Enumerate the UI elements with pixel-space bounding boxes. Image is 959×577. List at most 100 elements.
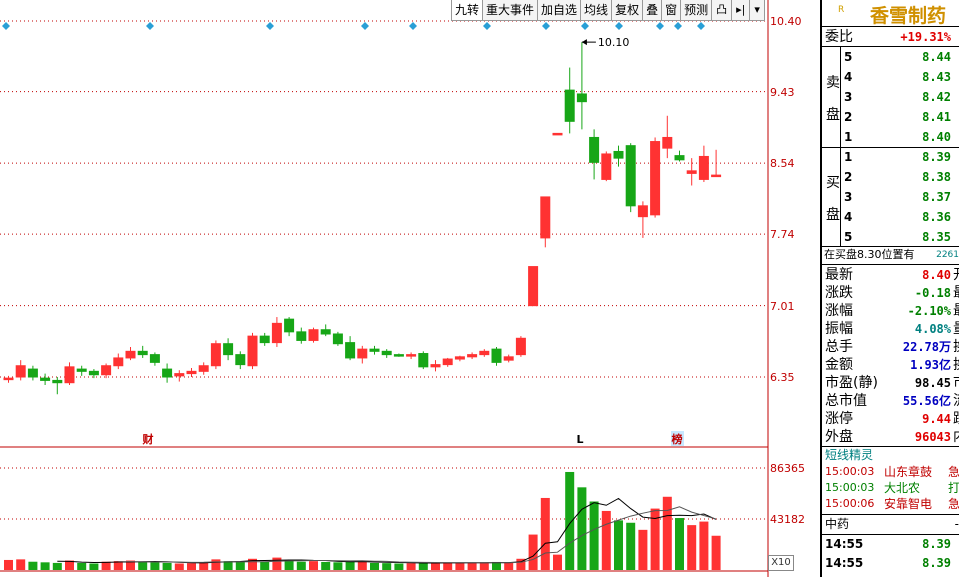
candle-body — [601, 153, 612, 180]
toolbar-overlay-button[interactable]: 叠 — [643, 0, 663, 20]
toolbar-add-watchlist-button[interactable]: 加自选 — [538, 0, 582, 20]
event-diamond-icon — [674, 22, 682, 30]
volume-bar — [321, 561, 331, 570]
candle-body — [15, 365, 26, 378]
buy-level-row[interactable]: 4 8.36 — [822, 208, 959, 226]
level-number: 2 — [844, 170, 853, 184]
volume-bar — [443, 562, 453, 570]
volume-bar — [284, 559, 294, 570]
chart-toolbar: 九转 重大事件 加自选 均线 复权叠窗预测凸 ▸| ▾ — [451, 0, 765, 21]
price-tick-label: 10.40 — [770, 15, 802, 28]
volume-bar — [504, 562, 514, 570]
short-line-title[interactable]: 短线精灵 — [825, 448, 874, 462]
candle-body — [467, 354, 478, 358]
volume-bar — [345, 561, 355, 570]
volume-bar — [382, 563, 392, 570]
short-line-item[interactable]: 15:00:03 大北农 打 — [822, 480, 959, 496]
level-price: 8.42 — [922, 90, 951, 104]
buy-level-row[interactable]: 1 8.39 — [822, 148, 959, 166]
candle-body — [162, 368, 173, 378]
volume-bar — [126, 560, 135, 570]
sector-label[interactable]: 中药 — [825, 517, 850, 531]
price-tick-label: 7.74 — [770, 228, 795, 242]
volume-bar — [553, 554, 562, 570]
level-price: 8.41 — [922, 110, 951, 124]
buy-side-label: 买 — [826, 175, 840, 191]
stat-value: -0.18 — [914, 286, 951, 300]
candle-body — [564, 89, 575, 122]
sell-level-row[interactable]: 2 8.41 — [822, 108, 959, 126]
toolbar-forecast-button[interactable]: 预测 — [681, 0, 713, 20]
stat-cut-label: 最 — [953, 302, 959, 320]
sell-level-row[interactable]: 4 8.43 — [822, 68, 959, 86]
candle-body — [271, 322, 282, 344]
short-line-item[interactable]: 15:00:06 安靠智电 急 — [822, 496, 959, 512]
short-line-item[interactable]: 15:00:03 山东章鼓 急 — [822, 464, 959, 480]
candle-body — [589, 136, 600, 163]
tick-price: 8.39 — [922, 556, 951, 570]
candlestick-chart[interactable]: 10.10 财 L 榜 — [0, 0, 820, 577]
volume-bar — [577, 487, 587, 570]
candle-body — [406, 354, 417, 357]
volume-bar — [101, 561, 111, 570]
stat-value: 96043 — [914, 430, 951, 444]
candle-body — [552, 132, 563, 136]
volume-bar — [40, 562, 50, 570]
position-value: 2261 — [936, 250, 959, 260]
short-line-tag: 急 — [948, 497, 959, 511]
toolbar-jiuzhuan-button[interactable]: 九转 — [452, 0, 484, 20]
candle-body — [369, 348, 380, 352]
volume-bar — [235, 561, 245, 570]
event-marker-bg — [142, 431, 155, 446]
candle-body — [27, 368, 38, 378]
event-diamond-icon — [409, 22, 417, 30]
stat-row: 市盈(静) 98.45市 — [822, 374, 959, 392]
stat-row: 外盘 96043内 — [822, 428, 959, 446]
stat-label: 金额 — [825, 357, 853, 373]
buy-level-row[interactable]: 5 8.35 — [822, 228, 959, 246]
tick-row: 14:55 8.39 — [822, 554, 959, 572]
short-line-stock: 山东章鼓 — [884, 465, 933, 479]
volume-tick-label: 43182 — [770, 513, 805, 526]
circle-icon[interactable]: 凸 — [712, 0, 733, 20]
toolbar-window-button[interactable]: 窗 — [662, 0, 682, 20]
sell-level-row[interactable]: 5 8.44 — [822, 48, 959, 66]
toolbar-ma-button[interactable]: 均线 — [581, 0, 613, 20]
stat-label: 涨跌 — [825, 285, 853, 301]
menu-arrow-icon[interactable]: ▾ — [750, 0, 765, 20]
tick-price: 8.39 — [922, 537, 951, 551]
sell-level-row[interactable]: 1 8.40 — [822, 128, 959, 146]
high-value-label: 10.10 — [598, 36, 630, 49]
event-diamond-icon — [361, 22, 369, 30]
event-diamond-icon — [656, 22, 664, 30]
kline-chart-area[interactable]: 10.10 财 L 榜 10.40 9.43 8.54 7.74 7.01 6.35 86365… — [0, 0, 820, 577]
window-toggle-icon[interactable]: ▸| — [732, 0, 751, 20]
stat-row: 金额 1.93亿换 — [822, 356, 959, 374]
candle-body — [3, 377, 14, 381]
buy-level-row[interactable]: 3 8.37 — [822, 188, 959, 206]
candle-body — [174, 373, 185, 377]
event-diamond-icon — [697, 22, 705, 30]
stat-label: 涨幅 — [825, 303, 853, 319]
volume-bar — [431, 562, 440, 570]
volume-bar — [4, 559, 13, 570]
volume-scale-label[interactable]: X10 — [768, 555, 794, 571]
candle-body — [393, 354, 404, 357]
toolbar-adjust-button[interactable]: 复权 — [612, 0, 644, 20]
stat-cut-label: 市 — [953, 374, 959, 392]
stat-cut-label: 最 — [953, 284, 959, 302]
weibi-label: 委比 — [825, 29, 853, 45]
level-number: 1 — [844, 150, 853, 164]
candle-body — [576, 93, 587, 103]
buy-level-row[interactable]: 2 8.38 — [822, 168, 959, 186]
volume-bar — [357, 561, 367, 570]
candle-body — [479, 350, 490, 356]
candle-body — [442, 358, 453, 366]
volume-bar — [260, 561, 270, 570]
candle-body — [332, 333, 343, 345]
high-pointer-arrow — [581, 39, 587, 46]
sell-level-row[interactable]: 3 8.42 — [822, 88, 959, 106]
volume-bar — [394, 563, 404, 570]
toolbar-major-events-button[interactable]: 重大事件 — [483, 0, 539, 20]
candle-body — [137, 350, 148, 356]
